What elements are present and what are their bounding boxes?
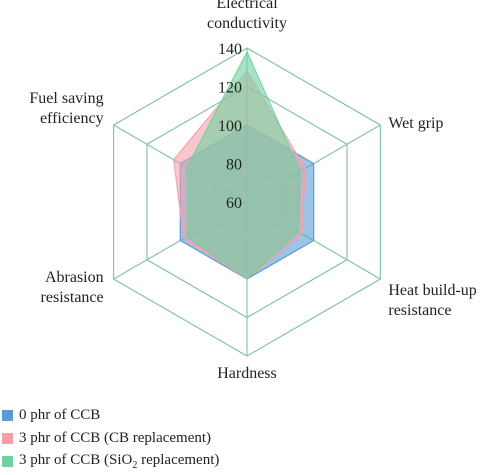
legend-label: 3 phr of CCB (CB replacement) xyxy=(19,430,211,447)
axis-label: Hardness xyxy=(217,365,277,382)
legend-swatch xyxy=(2,433,13,444)
legend-item-0-phr: 0 phr of CCB xyxy=(2,404,219,427)
axis-label: Wet grip xyxy=(388,115,443,132)
tick-label: 60 xyxy=(226,195,242,212)
tick-label: 120 xyxy=(218,80,242,97)
axis-label: Heat build-up resistance xyxy=(388,282,476,319)
tick-label: 100 xyxy=(218,118,242,135)
legend-swatch xyxy=(2,410,13,421)
legend: 0 phr of CCB 3 phr of CCB (CB replacemen… xyxy=(2,404,219,473)
radar-series xyxy=(174,52,314,279)
axis-label: Electrical conductivity xyxy=(207,0,287,32)
legend-swatch xyxy=(2,456,13,467)
legend-item-cb-replacement: 3 phr of CCB (CB replacement) xyxy=(2,427,219,450)
series-area-2 xyxy=(187,52,300,279)
axis-label: Fuel saving efficiency xyxy=(29,90,103,127)
legend-label: 3 phr of CCB (SiO2 replacement) xyxy=(19,452,219,471)
legend-item-sio2-replacement: 3 phr of CCB (SiO2 replacement) xyxy=(2,450,219,473)
tick-label: 140 xyxy=(218,41,242,58)
legend-label: 0 phr of CCB xyxy=(19,407,100,424)
tick-label: 80 xyxy=(226,157,242,174)
axis-label: Abrasion resistance xyxy=(41,269,104,306)
